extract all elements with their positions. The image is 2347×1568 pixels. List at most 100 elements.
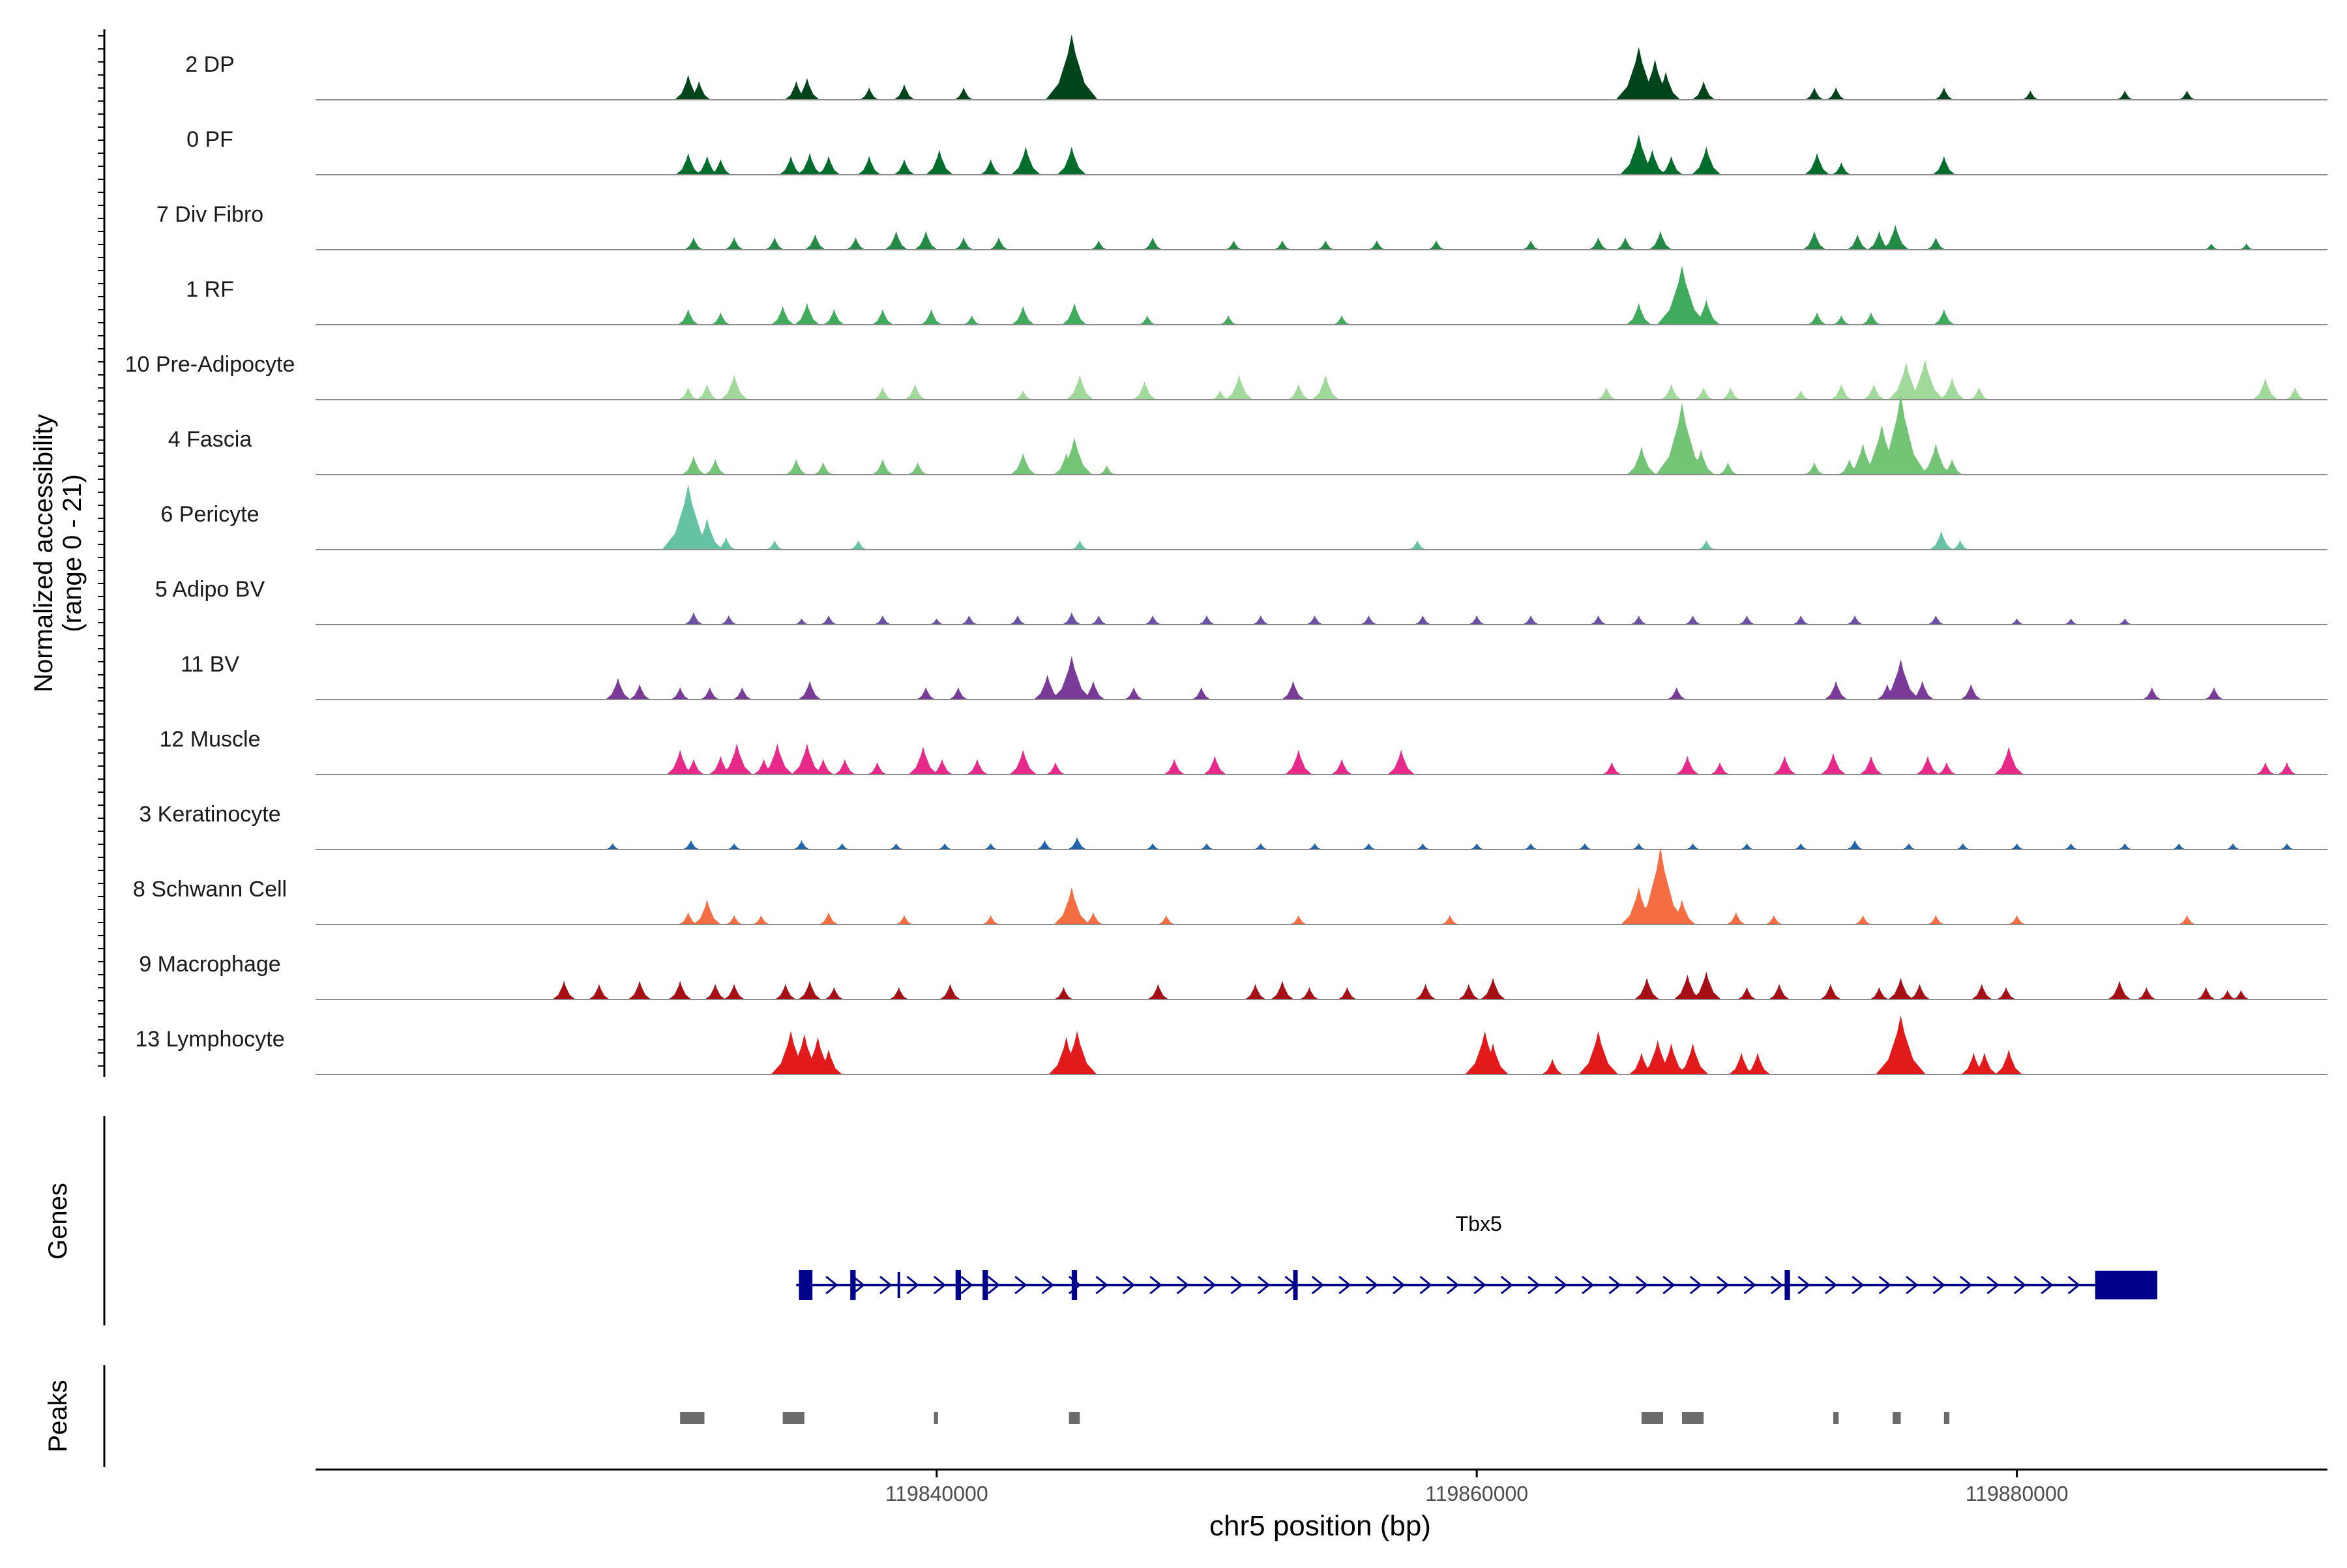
coverage-peak [605, 677, 631, 700]
coverage-peak [954, 87, 973, 100]
coverage-peak [1057, 147, 1087, 175]
coverage-peak [983, 843, 998, 850]
coverage-peak [705, 459, 726, 475]
coverage-peak [1589, 237, 1608, 250]
coverage-peak [798, 981, 821, 999]
coverage-peak [1888, 977, 1913, 999]
coverage-peak [1458, 984, 1479, 999]
coverage-peak [552, 981, 576, 999]
x-axis-label: chr5 position (bp) [1209, 1510, 1431, 1542]
coverage-peak [1824, 681, 1848, 700]
coverage-peak [1638, 149, 1666, 175]
x-tick-label: 119840000 [885, 1482, 988, 1505]
coverage-peak [982, 915, 999, 925]
coverage-peak [1859, 756, 1883, 775]
coverage-peak [2118, 843, 2133, 850]
strand-arrow [1149, 1275, 1162, 1295]
coverage-peak [1300, 987, 1319, 999]
coverage-peak [1220, 315, 1237, 325]
coverage-peak [916, 687, 936, 700]
coverage-peak [819, 912, 838, 925]
strand-arrow [1176, 1275, 1190, 1295]
coverage-peak [1098, 465, 1115, 475]
coverage-peak [1578, 1031, 1618, 1074]
coverage-peak [1307, 843, 1322, 850]
coverage-peak [980, 159, 1001, 175]
track-label: 4 Fascia [168, 427, 252, 452]
coverage-peak [726, 843, 742, 850]
coverage-peak [605, 843, 620, 850]
track-2-dp: 2 DP [185, 35, 2327, 100]
coverage-peak [709, 756, 732, 775]
coverage-peak [1882, 224, 1909, 250]
coverage-peak [733, 687, 752, 700]
coverage-peak [1804, 153, 1830, 175]
coverage-peak [1145, 843, 1160, 850]
coverage-peak [1577, 843, 1593, 850]
strand-arrow [1959, 1275, 1973, 1295]
coverage-peak [629, 684, 651, 700]
coverage-peak [1941, 459, 1963, 475]
coverage-peak [1626, 303, 1651, 325]
coverage-peak [1970, 387, 1988, 400]
strand-arrow [1419, 1275, 1432, 1295]
coverage-peak [679, 387, 698, 400]
coverage-peak [2137, 987, 2156, 999]
coverage-peak [939, 984, 961, 999]
strand-arrow [2067, 1275, 2081, 1295]
coverage-peak [1317, 240, 1334, 250]
coverage-peak [721, 743, 753, 775]
coverage-peak [670, 687, 690, 700]
coverage-peak [794, 618, 809, 625]
coverage-peak [720, 615, 737, 625]
coverage-peak [1033, 674, 1061, 700]
coverage-peak [2196, 987, 2215, 999]
coverage-peak [668, 981, 692, 999]
coverage-peak [1960, 684, 1982, 700]
coverage-peak [2178, 915, 2196, 925]
coverage-peak [684, 612, 703, 625]
coverage-peak [752, 915, 770, 925]
coverage-peak [1133, 381, 1157, 400]
coverage-peak [1084, 912, 1103, 925]
coverage-peak [1656, 403, 1708, 475]
coverage-peak [1225, 374, 1253, 400]
coverage-peak [1009, 749, 1037, 775]
coverage-peak [1971, 984, 1992, 999]
coverage-peak [889, 843, 904, 850]
coverage-peak [2118, 618, 2133, 625]
coverage-peak [1281, 681, 1305, 700]
coverage-peak [1616, 237, 1635, 250]
coverage-peak [2204, 687, 2224, 700]
coverage-peak [696, 384, 718, 400]
strand-arrow [1852, 1275, 1865, 1295]
gene-exon [2095, 1271, 2158, 1299]
coverage-peak [1826, 87, 1846, 100]
coverage-peak [1846, 840, 1863, 850]
coverage-peak [1046, 762, 1065, 775]
coverage-peak [761, 743, 793, 775]
strand-arrow [906, 1275, 919, 1295]
y-axis-label: Normalized accessibility(range 0 - 21) [29, 414, 87, 692]
strand-arrow [1986, 1275, 2000, 1295]
track-1-rf: 1 RF [186, 265, 2327, 325]
coverage-peak [1333, 315, 1350, 325]
coverage-peak [989, 237, 1009, 250]
coverage-peak [1331, 759, 1353, 775]
coverage-peak [726, 915, 743, 925]
coverage-peak [1728, 1052, 1754, 1074]
coverage-peak [1792, 390, 1810, 400]
coverage-peak [674, 74, 702, 100]
coverage-peak [798, 681, 821, 700]
coverage-peak [954, 237, 973, 250]
gene-exon [799, 1270, 813, 1300]
coverage-peak [1522, 240, 1539, 250]
gene-exon [1071, 1270, 1078, 1300]
strand-arrow [1500, 1275, 1514, 1295]
coverage-peak [1124, 687, 1144, 700]
coverage-peak [1082, 681, 1105, 700]
x-tick-label: 119860000 [1425, 1482, 1528, 1505]
coverage-peak [1627, 447, 1657, 475]
coverage-peak [1630, 615, 1647, 625]
coverage-peak [675, 153, 701, 175]
